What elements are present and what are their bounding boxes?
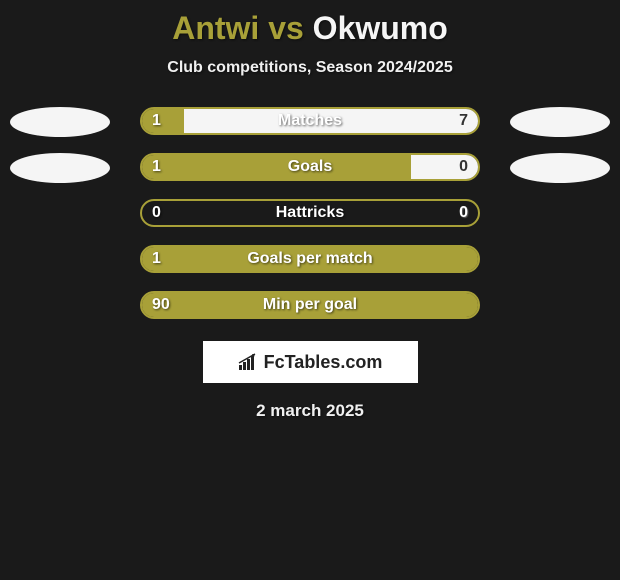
stat-label: Matches (142, 109, 478, 133)
stat-bar-hattricks: 0 Hattricks 0 (140, 199, 480, 227)
stat-label: Min per goal (142, 293, 478, 317)
chart-icon (238, 353, 260, 371)
stats-area: 1 Matches 7 1 Goals 0 0 (0, 107, 620, 321)
title-vs: vs (268, 10, 304, 46)
stat-label: Hattricks (142, 201, 478, 225)
site-logo[interactable]: FcTables.com (203, 341, 418, 383)
avatar-placeholder-left (10, 107, 110, 137)
stat-row-hattricks: 0 Hattricks 0 (0, 199, 620, 229)
stat-row-min-per-goal: 90 Min per goal (0, 291, 620, 321)
stat-bar-goals: 1 Goals 0 (140, 153, 480, 181)
logo-text: FcTables.com (238, 352, 383, 373)
date-label: 2 march 2025 (0, 401, 620, 421)
stat-value-right: 0 (459, 201, 468, 225)
stat-label: Goals (142, 155, 478, 179)
avatar-placeholder-left (10, 153, 110, 183)
logo-label: FcTables.com (264, 352, 383, 373)
stat-value-right: 7 (459, 109, 468, 133)
title-left-player: Antwi (172, 10, 259, 46)
comparison-widget: Antwi vs Okwumo Club competitions, Seaso… (0, 0, 620, 580)
stat-value-right: 0 (459, 155, 468, 179)
stat-bar-min-per-goal: 90 Min per goal (140, 291, 480, 319)
avatar-placeholder-right (510, 153, 610, 183)
page-title: Antwi vs Okwumo (0, 0, 620, 47)
subtitle: Club competitions, Season 2024/2025 (0, 59, 620, 77)
stat-row-goals-per-match: 1 Goals per match (0, 245, 620, 275)
stat-bar-goals-per-match: 1 Goals per match (140, 245, 480, 273)
avatar-placeholder-right (510, 107, 610, 137)
title-right-player: Okwumo (313, 10, 448, 46)
stat-row-goals: 1 Goals 0 (0, 153, 620, 183)
stat-label: Goals per match (142, 247, 478, 271)
stat-bar-matches: 1 Matches 7 (140, 107, 480, 135)
stat-row-matches: 1 Matches 7 (0, 107, 620, 137)
